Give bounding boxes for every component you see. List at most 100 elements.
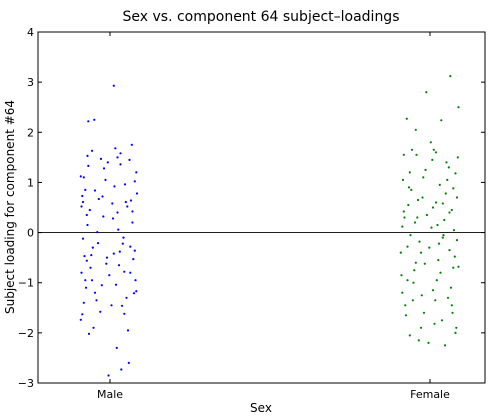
data-point-female (452, 266, 455, 269)
data-point-male (93, 118, 96, 121)
data-point-male (95, 299, 98, 302)
y-tick-label: 0 (27, 227, 34, 240)
data-point-male (111, 202, 114, 205)
data-point-male (82, 176, 85, 179)
y-tick-label: −2 (18, 327, 34, 340)
data-point-male (112, 84, 115, 87)
data-point-male (135, 192, 139, 195)
data-point-female (399, 251, 402, 254)
data-point-male (99, 310, 102, 313)
data-point-male (133, 249, 136, 252)
data-point-female (419, 251, 423, 254)
data-point-male (84, 286, 88, 289)
data-point-male (87, 120, 90, 123)
data-point-female (429, 141, 432, 144)
data-point-female (406, 245, 409, 248)
data-point-female (434, 201, 438, 204)
data-point-female (416, 198, 420, 202)
data-point-male (79, 175, 82, 178)
data-point-male (86, 154, 89, 157)
data-point-male (118, 250, 121, 253)
data-point-male (93, 189, 97, 192)
data-point-female (415, 153, 418, 156)
data-point-female (449, 286, 453, 289)
data-point-male (93, 291, 97, 294)
data-point-male (122, 236, 125, 239)
data-point-male (90, 149, 94, 152)
data-point-female (443, 344, 447, 347)
x-tick-label: Female (410, 388, 450, 401)
data-point-male (121, 242, 124, 245)
data-point-male (114, 283, 118, 286)
data-point-male (132, 258, 135, 261)
data-point-male (105, 256, 109, 259)
y-tick-label: −1 (18, 277, 34, 290)
data-point-female (437, 259, 440, 262)
data-point-female (424, 168, 427, 171)
data-point-male (81, 237, 85, 240)
data-point-female (434, 299, 437, 302)
data-point-female (443, 218, 446, 222)
data-point-female (456, 156, 459, 159)
data-point-female (401, 225, 404, 228)
data-point-female (408, 334, 411, 337)
data-point-female (431, 158, 434, 161)
data-point-male (81, 194, 84, 198)
data-point-male (132, 292, 136, 295)
data-point-male (116, 156, 119, 159)
data-point-female (435, 279, 438, 282)
data-point-female (431, 289, 435, 292)
data-point-male (124, 200, 127, 204)
data-point-male (105, 262, 108, 265)
data-point-female (421, 196, 424, 199)
plot-frame (37, 31, 486, 384)
data-point-female (444, 192, 447, 195)
data-point-female (453, 255, 456, 258)
data-point-female (423, 262, 426, 265)
data-point-male (134, 279, 137, 282)
data-point-female (407, 186, 411, 189)
data-point-male (80, 271, 83, 274)
data-point-male (123, 312, 126, 315)
data-point-male (92, 326, 95, 329)
data-point-male (125, 296, 128, 299)
data-point-female (448, 249, 451, 252)
data-point-female (411, 299, 414, 302)
data-point-female (450, 304, 453, 307)
data-point-male (128, 158, 131, 161)
data-point-female (402, 153, 405, 156)
data-point-male (113, 185, 116, 188)
data-point-male (82, 301, 85, 304)
data-point-female (422, 311, 426, 314)
data-point-female (401, 291, 404, 294)
data-point-male (130, 143, 133, 146)
data-point-male (112, 252, 115, 255)
data-point-female (406, 279, 409, 282)
x-axis-label: Sex (250, 401, 272, 415)
data-point-female (452, 187, 455, 190)
y-axis-label: Subject loading for component #64 (3, 100, 17, 314)
data-point-male (123, 183, 127, 186)
y-tick-label: 3 (27, 76, 34, 89)
data-point-male (120, 368, 123, 371)
data-point-female (454, 331, 457, 334)
data-points (79, 75, 460, 377)
data-point-female (449, 75, 452, 78)
data-point-male (80, 205, 83, 208)
data-point-male (85, 259, 88, 262)
data-point-female (440, 119, 443, 122)
data-point-male (90, 279, 94, 282)
data-point-female (408, 171, 411, 174)
data-point-male (85, 213, 88, 217)
data-point-female (451, 311, 454, 314)
data-point-female (455, 326, 458, 329)
data-point-male (88, 208, 91, 212)
chart-title: Sex vs. component 64 subject–loadings (123, 9, 400, 25)
data-point-male (129, 199, 133, 202)
data-point-female (431, 206, 435, 209)
data-point-male (116, 211, 119, 214)
data-point-male (87, 164, 90, 167)
data-point-female (413, 221, 417, 224)
y-tick-label: −3 (18, 377, 34, 390)
